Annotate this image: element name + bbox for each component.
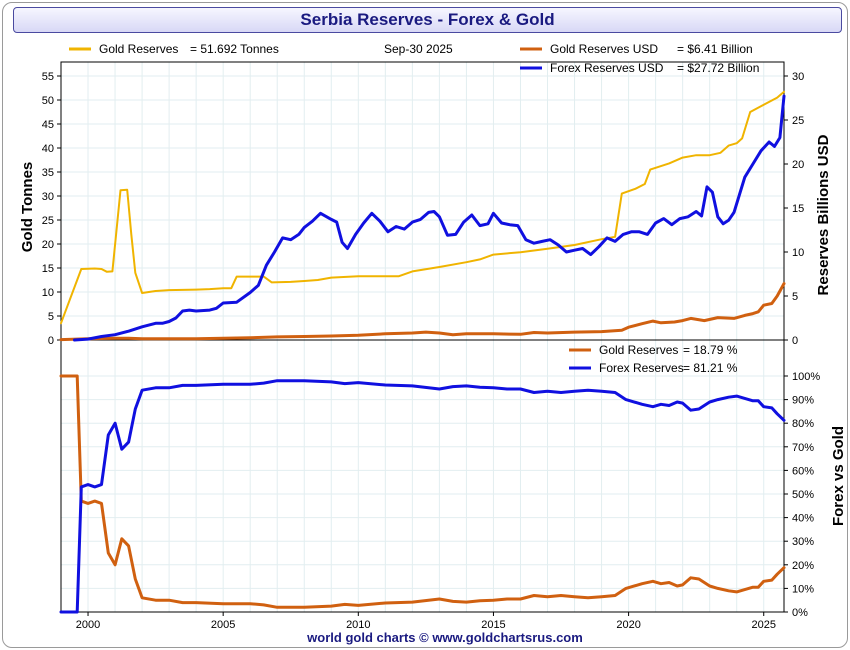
series-line-forex-usd [73, 94, 786, 342]
legend-forex-usd-label: Forex Reserves USD [550, 61, 664, 75]
y-tick-label-left: 10 [42, 287, 54, 299]
y-axis-title-bottom: Forex vs Gold [830, 426, 847, 526]
y-tick-label-percent: 50% [792, 489, 814, 501]
x-tick-label: 2010 [346, 619, 370, 631]
legend-gold-percent-label: Gold Reserves [599, 343, 678, 357]
footer-credit: world gold charts © www.goldchartsrus.co… [306, 630, 583, 645]
y-tick-label-percent: 100% [792, 371, 820, 383]
legend-gold-usd-label: Gold Reserves USD [550, 42, 658, 56]
legend-gold-tonnes-label: Gold Reserves [99, 42, 178, 56]
date-label: Sep-30 2025 [384, 42, 453, 56]
x-tick-label: 2005 [211, 619, 235, 631]
legend-gold-percent-value: = 18.79 % [683, 343, 738, 357]
y-axis-title-left: Gold Tonnes [19, 162, 36, 253]
y-tick-label-left: 5 [48, 311, 54, 323]
y-tick-label-right: 20 [792, 159, 804, 171]
y-tick-label-percent: 40% [792, 513, 814, 525]
y-axis-title-right: Reserves Billions USD [815, 134, 832, 295]
legend-forex-usd-value: = $27.72 Billion [677, 61, 759, 75]
y-tick-label-right: 0 [792, 335, 798, 347]
y-tick-label-left: 50 [42, 95, 54, 107]
x-tick-label: 2020 [616, 619, 640, 631]
y-tick-label-right: 30 [792, 71, 804, 83]
y-tick-label-percent: 20% [792, 560, 814, 572]
y-tick-label-right: 15 [792, 203, 804, 215]
y-tick-label-left: 20 [42, 239, 54, 251]
y-tick-label-percent: 10% [792, 583, 814, 595]
series-line-gold-tonnes [60, 90, 785, 325]
y-tick-label-percent: 60% [792, 465, 814, 477]
y-tick-label-percent: 70% [792, 442, 814, 454]
series-line-gold-usd [59, 282, 786, 342]
y-tick-label-right: 10 [792, 247, 804, 259]
y-tick-label-percent: 80% [792, 418, 814, 430]
legend-forex-percent-label: Forex Reserves [599, 361, 684, 375]
y-tick-label-right: 25 [792, 115, 804, 127]
legend-gold-usd-value: = $6.41 Billion [677, 42, 753, 56]
x-tick-label: 2015 [481, 619, 505, 631]
y-tick-label-percent: 90% [792, 395, 814, 407]
y-tick-label-left: 55 [42, 71, 54, 83]
plot-border [60, 61, 785, 613]
y-tick-label-percent: 0% [792, 607, 808, 619]
y-tick-label-left: 0 [48, 335, 54, 347]
y-tick-label-left: 45 [42, 119, 54, 131]
y-tick-label-percent: 30% [792, 536, 814, 548]
y-tick-label-left: 25 [42, 215, 54, 227]
y-tick-label-left: 30 [42, 191, 54, 203]
x-tick-label: 2025 [751, 619, 775, 631]
series-line-gold-percent [59, 374, 786, 609]
legend-forex-percent-value: = 81.21 % [683, 361, 738, 375]
y-tick-label-left: 35 [42, 167, 54, 179]
x-tick-label: 2000 [76, 619, 100, 631]
plot-area [61, 62, 784, 612]
series-line-forex-percent [59, 379, 786, 614]
y-tick-label-left: 40 [42, 143, 54, 155]
y-tick-label-left: 15 [42, 263, 54, 275]
legend-gold-tonnes-value: = 51.692 Tonnes [190, 42, 279, 56]
y-tick-label-right: 5 [792, 291, 798, 303]
chart-title: Serbia Reserves - Forex & Gold [13, 7, 842, 33]
